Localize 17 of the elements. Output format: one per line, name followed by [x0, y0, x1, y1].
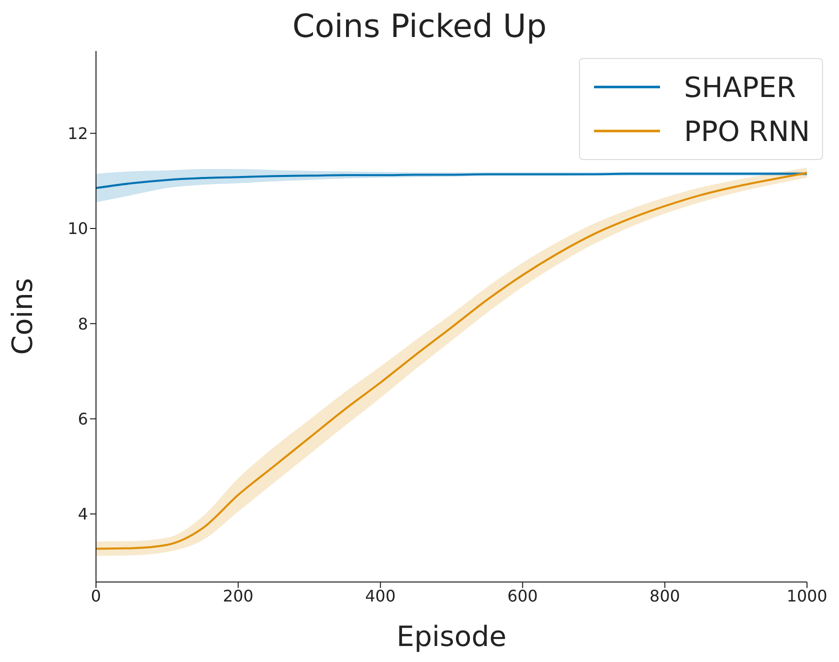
- x-tick-label: 800: [650, 586, 680, 606]
- legend-label: PPO RNN: [684, 114, 810, 148]
- x-tick-label: 1000: [786, 586, 828, 606]
- chart-title: Coins Picked Up: [291, 7, 548, 47]
- legend-label: SHAPER: [684, 70, 796, 104]
- x-tick-label: 600: [507, 586, 538, 606]
- line-series: [96, 172, 807, 190]
- y-tick-label: 10: [68, 219, 88, 238]
- y-tick-label: 4: [78, 504, 88, 524]
- y-tick-label: 6: [78, 409, 88, 428]
- x-axis-title: Episode: [396, 620, 506, 653]
- x-tick-label: 0: [90, 586, 102, 606]
- y-tick-label: 12: [68, 124, 88, 143]
- x-tick-label: 200: [222, 586, 254, 606]
- y-tick-label: 8: [78, 314, 88, 334]
- y-axis-title: Coins: [6, 278, 39, 355]
- x-tick-label: 400: [365, 586, 396, 606]
